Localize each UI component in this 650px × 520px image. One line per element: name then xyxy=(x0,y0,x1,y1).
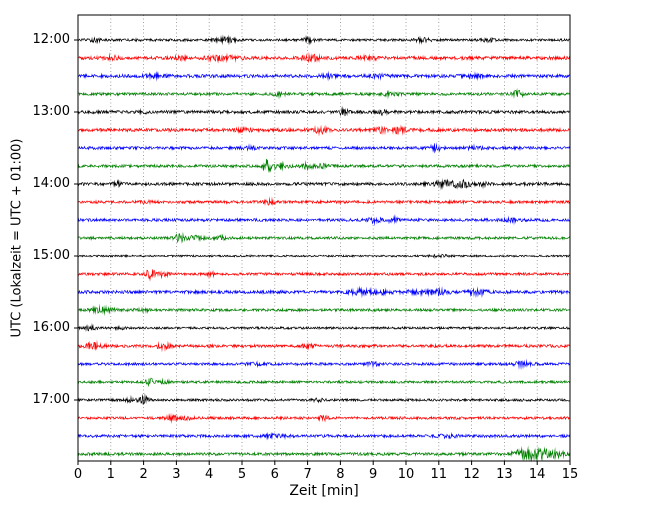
y-axis-title: UTC (Lokalzeit = UTC + 01:00) xyxy=(9,138,25,338)
x-axis-title: Zeit [min] xyxy=(289,483,359,499)
